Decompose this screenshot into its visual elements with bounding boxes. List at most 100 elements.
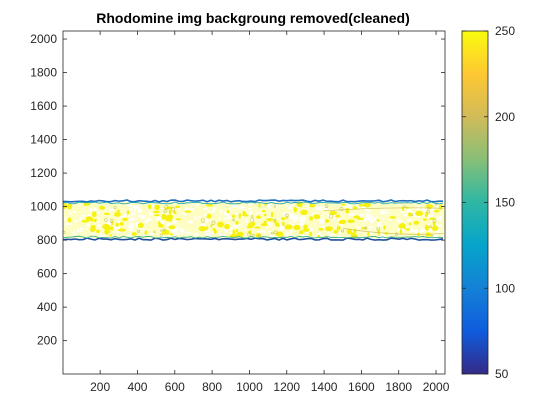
band-speck — [129, 209, 131, 210]
band-blob — [341, 204, 345, 206]
band-blob — [67, 204, 72, 209]
band-blob — [325, 219, 329, 223]
band-speck — [143, 221, 148, 222]
band-speck — [320, 219, 325, 221]
band-blob — [119, 222, 123, 226]
band-speck — [343, 206, 347, 207]
band-blob — [242, 214, 248, 216]
band-blob — [109, 234, 112, 236]
band-speck — [212, 209, 215, 212]
band-speck — [223, 234, 226, 235]
band-blob — [118, 229, 126, 232]
band-blob — [398, 224, 404, 228]
band-speck — [257, 231, 261, 232]
band-blob — [271, 212, 274, 217]
colorbar-tick-label: 100 — [495, 281, 515, 295]
band-blob — [68, 217, 72, 222]
band-speck — [204, 214, 207, 216]
band-speck — [90, 208, 92, 212]
band-speck — [82, 215, 86, 217]
band-blob — [148, 204, 152, 209]
band-blob — [153, 211, 160, 213]
band-blob — [262, 210, 266, 212]
band-speck — [321, 214, 322, 216]
colorbar-tick-label: 250 — [495, 24, 515, 38]
band-speck — [183, 230, 185, 233]
band-speck — [369, 214, 373, 215]
band-speck — [250, 212, 252, 216]
band-speck — [368, 226, 372, 228]
band-blob — [293, 225, 300, 230]
x-tick-label: 1400 — [311, 380, 338, 394]
x-tick-label: 1000 — [236, 380, 263, 394]
band-speck — [86, 225, 90, 227]
band-speck — [312, 212, 314, 213]
band-blob — [144, 230, 147, 235]
y-tick-label: 1200 — [30, 166, 57, 180]
band-speck — [247, 212, 248, 214]
band-speck — [132, 217, 135, 220]
y-tick-label: 600 — [37, 267, 57, 281]
band-blob — [347, 219, 354, 223]
band-speck — [286, 232, 289, 236]
band-blob — [111, 221, 113, 225]
band-blob — [207, 214, 212, 219]
band-speck — [203, 208, 208, 210]
band-speck — [138, 209, 142, 213]
band-blob — [264, 214, 266, 217]
band-speck — [324, 207, 326, 210]
band-speck — [431, 211, 432, 214]
band-speck — [185, 208, 188, 211]
band-blob — [127, 210, 129, 215]
band-blob — [383, 225, 385, 230]
band-speck — [288, 207, 292, 209]
band-blob — [325, 226, 333, 231]
band-speck — [322, 217, 323, 218]
band-speck — [148, 218, 150, 220]
band-speck — [328, 231, 329, 234]
band-speck — [376, 215, 377, 218]
band-blob — [280, 232, 282, 237]
band-speck — [386, 211, 388, 214]
x-tick-label: 800 — [202, 380, 222, 394]
x-tick-label: 600 — [165, 380, 185, 394]
band-speck — [186, 232, 190, 235]
band-blob — [309, 216, 313, 220]
band-speck — [389, 220, 391, 221]
band-blob — [339, 221, 345, 224]
band-speck — [422, 207, 425, 210]
band-speck — [399, 214, 400, 215]
band-blob — [294, 207, 298, 213]
band-speck — [194, 233, 198, 236]
band-speck — [302, 235, 304, 236]
band-speck — [289, 230, 292, 232]
band-speck — [204, 232, 205, 234]
band-blob — [217, 222, 224, 228]
band-speck — [408, 219, 411, 220]
band-speck — [261, 231, 265, 233]
band-blob — [81, 220, 89, 223]
band-blob — [132, 232, 137, 236]
band-speck — [98, 224, 101, 227]
band-speck — [177, 229, 179, 230]
y-tick-label: 1000 — [30, 200, 57, 214]
band-speck — [428, 215, 433, 217]
band-blob — [254, 226, 261, 228]
band-speck — [79, 229, 81, 230]
band-blob — [318, 228, 323, 231]
x-tick-label: 1800 — [385, 380, 412, 394]
band-speck — [370, 210, 371, 212]
band-speck — [65, 216, 68, 217]
band-blob — [214, 229, 217, 233]
band-speck — [304, 216, 306, 218]
band-blob — [90, 227, 95, 232]
band-blob — [415, 211, 423, 216]
band-blob — [309, 232, 312, 237]
band-speck — [269, 235, 274, 237]
band-speck — [249, 204, 253, 206]
band-blob — [367, 231, 369, 236]
band-speck — [229, 207, 231, 208]
band-speck — [166, 224, 169, 226]
band-speck — [264, 232, 266, 233]
x-tick-label: 1200 — [273, 380, 300, 394]
